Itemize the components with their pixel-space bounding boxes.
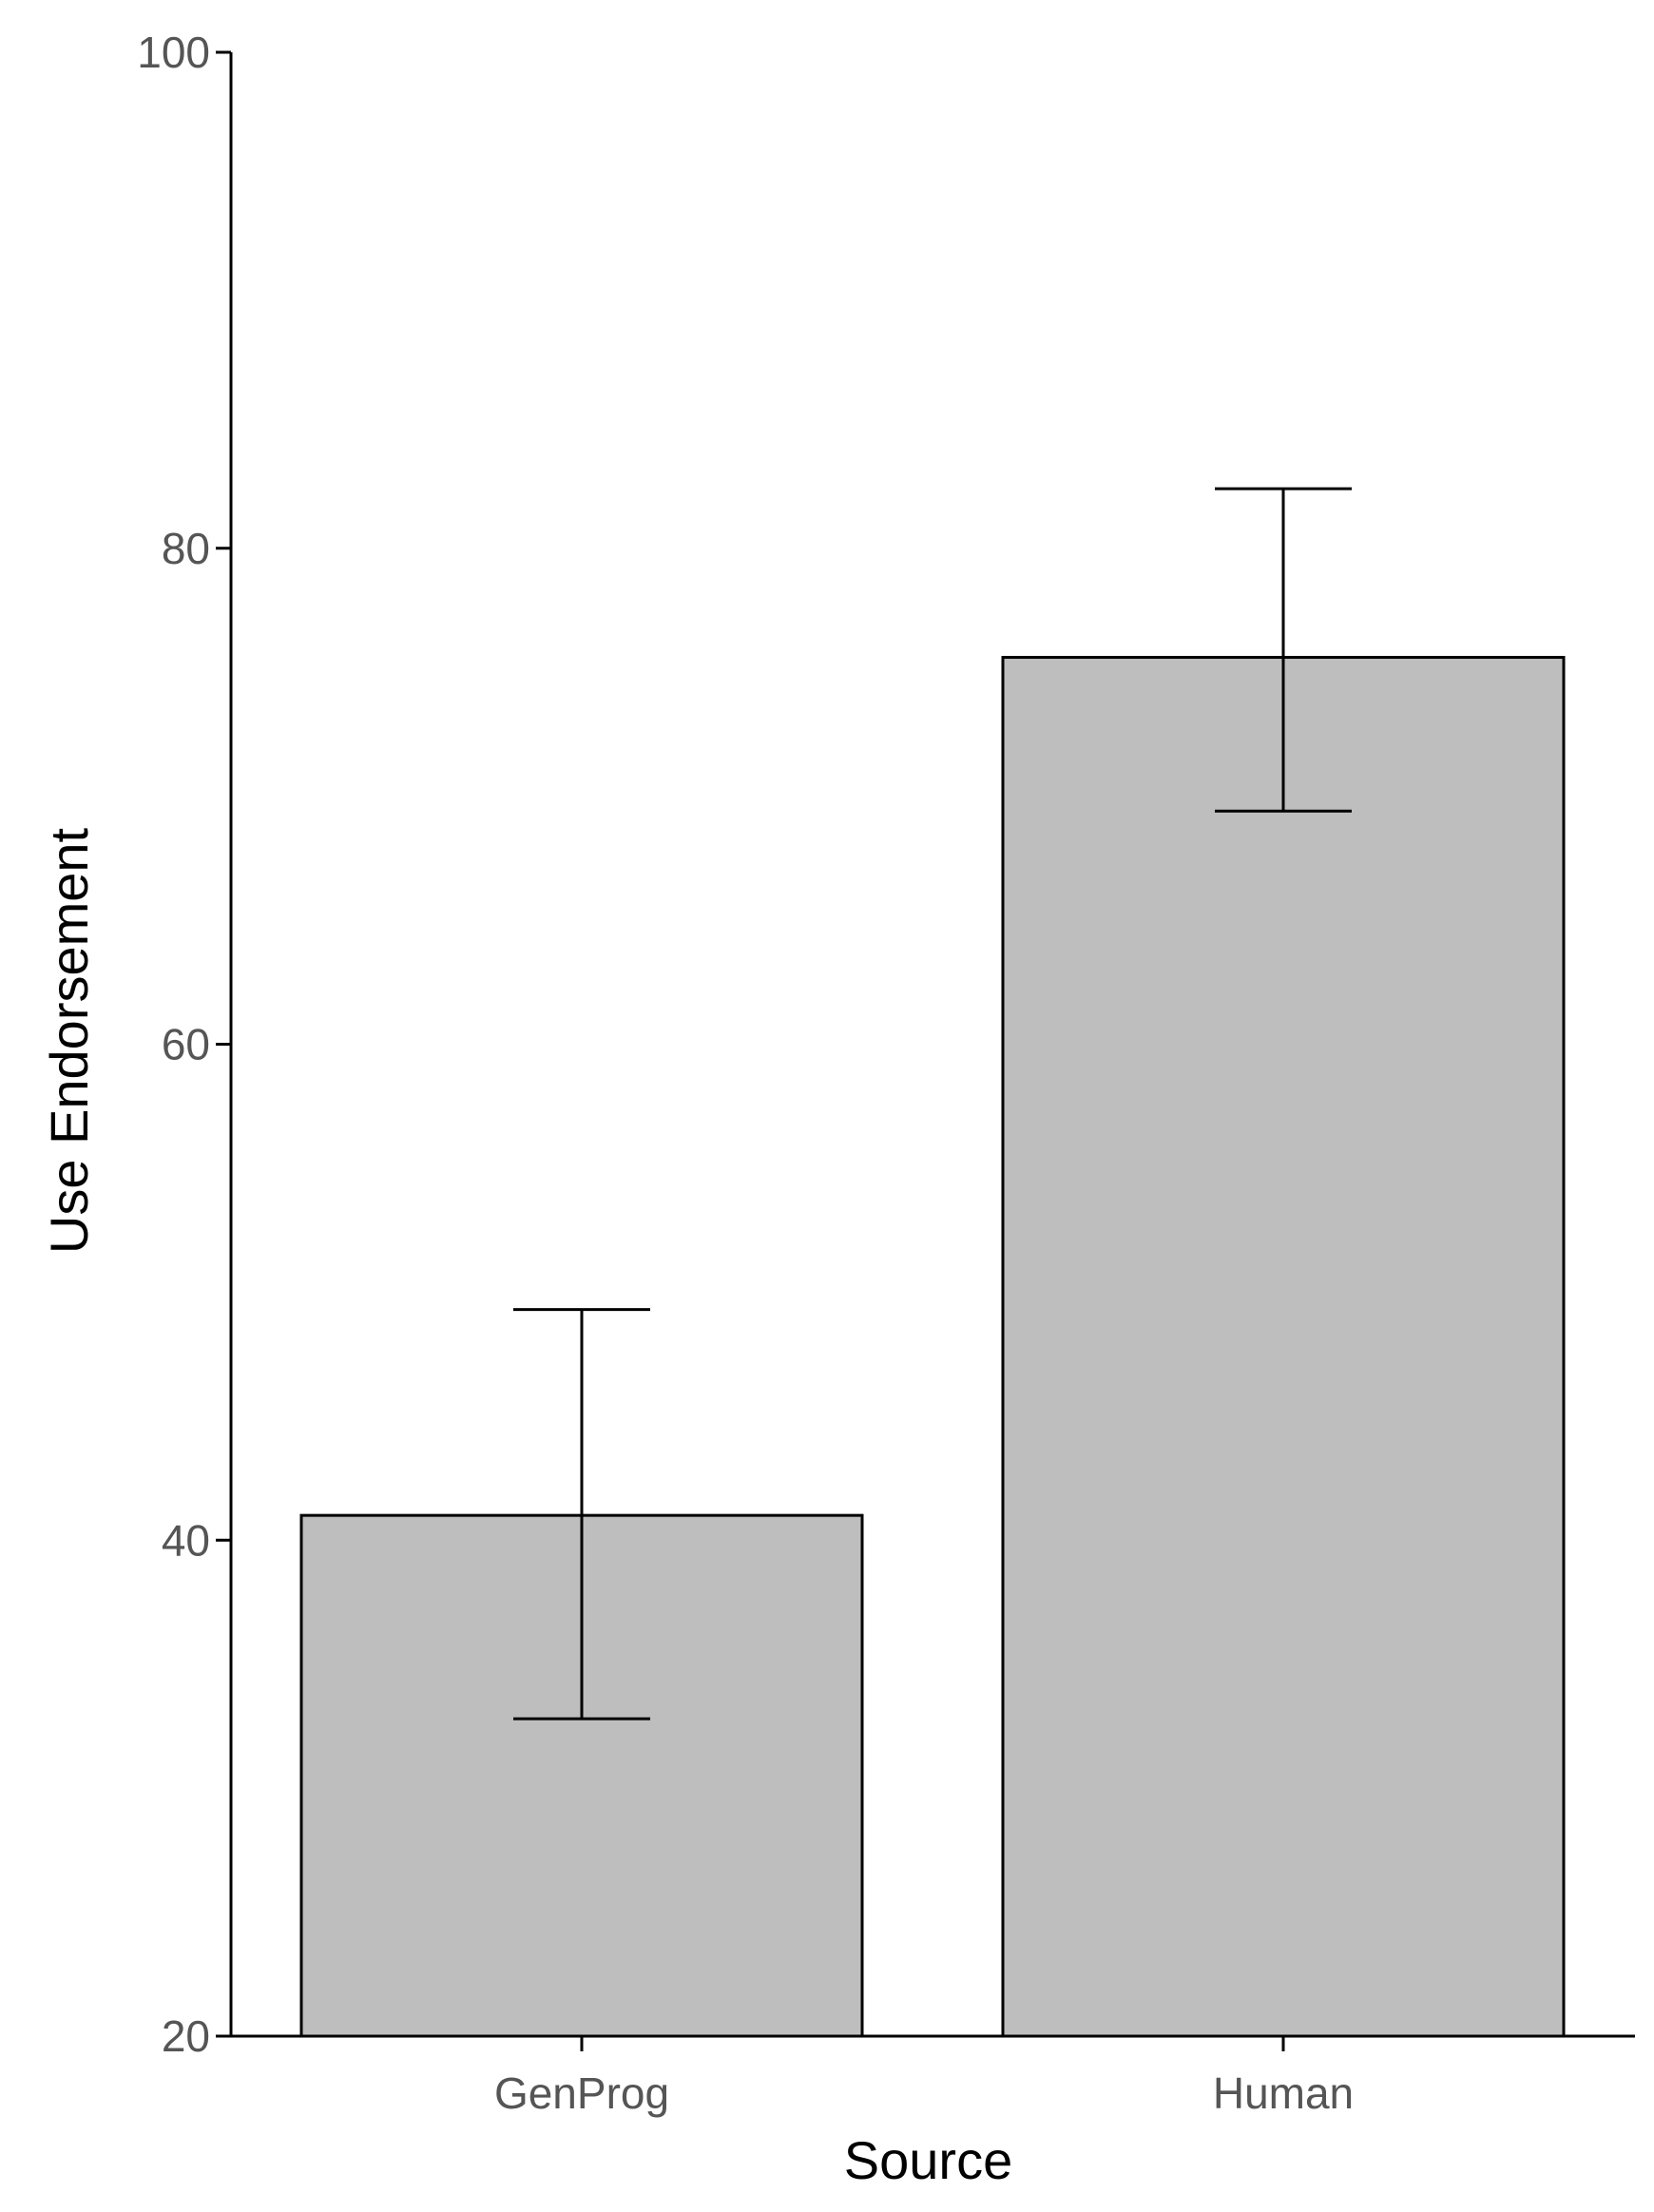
x-tick-label: Human <box>1213 2068 1354 2118</box>
y-tick-label: 60 <box>162 1020 210 1069</box>
x-axis-title: Source <box>844 2130 1012 2190</box>
bars-layer <box>299 656 1566 2038</box>
bar-human <box>1001 656 1566 2038</box>
y-tick-label: 100 <box>137 28 210 77</box>
y-axis-ticks: 20 40 60 80 100 <box>137 28 231 2061</box>
y-tick-label: 40 <box>162 1515 210 1565</box>
y-tick-label: 20 <box>162 2011 210 2061</box>
y-axis-title: Use Endorsement <box>39 827 99 1254</box>
error-bar-human <box>1215 487 1352 813</box>
x-tick-label: GenProg <box>494 2068 669 2118</box>
y-tick-label: 80 <box>162 524 210 573</box>
x-axis-ticks: GenProg Human <box>494 2036 1354 2118</box>
error-bar-genprog <box>513 1308 650 1721</box>
error-bars-layer <box>513 487 1352 1721</box>
